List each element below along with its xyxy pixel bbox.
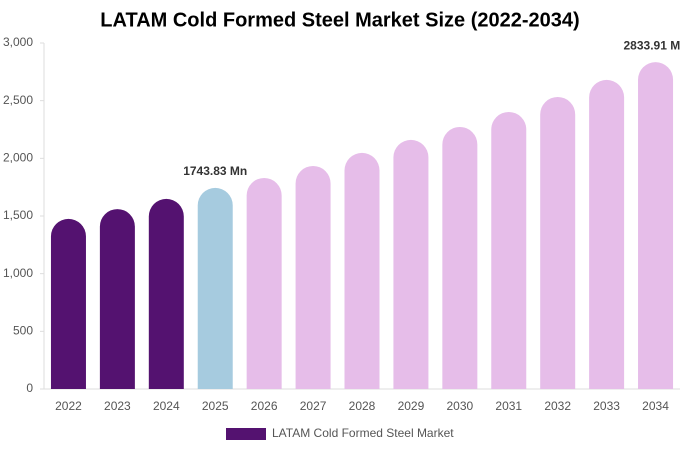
x-tick-label: 2030 — [446, 399, 473, 413]
legend-swatch — [226, 428, 266, 440]
bar — [589, 79, 625, 389]
y-tick-label: 2,500 — [3, 93, 33, 107]
y-tick-label: 2,000 — [3, 151, 33, 165]
bar — [393, 139, 429, 389]
y-tick-label: 0 — [26, 381, 33, 395]
bar — [491, 111, 527, 389]
legend-label: LATAM Cold Formed Steel Market — [272, 426, 454, 440]
x-tick-label: 2029 — [398, 399, 425, 413]
data-label: 1743.83 Mn — [183, 164, 247, 178]
bar — [442, 126, 478, 389]
bar — [50, 218, 86, 389]
x-tick-label: 2023 — [104, 399, 131, 413]
x-tick-label: 2027 — [300, 399, 327, 413]
bar — [295, 165, 331, 389]
bar — [197, 187, 233, 389]
bar — [344, 152, 380, 389]
bar — [246, 177, 282, 389]
x-tick-label: 2033 — [593, 399, 620, 413]
x-tick-label: 2024 — [153, 399, 180, 413]
x-tick-label: 2026 — [251, 399, 278, 413]
x-tick-label: 2031 — [495, 399, 522, 413]
bar — [638, 62, 674, 389]
x-tick-label: 2025 — [202, 399, 229, 413]
y-tick-label: 1,000 — [3, 266, 33, 280]
x-tick-label: 2034 — [642, 399, 669, 413]
bar — [99, 209, 135, 389]
x-tick-label: 2028 — [349, 399, 376, 413]
chart-title: LATAM Cold Formed Steel Market Size (202… — [100, 9, 579, 31]
x-tick-label: 2022 — [55, 399, 82, 413]
bar — [148, 198, 184, 389]
x-tick-label: 2032 — [544, 399, 571, 413]
y-tick-label: 3,000 — [3, 35, 33, 49]
y-tick-label: 500 — [13, 324, 33, 338]
y-tick-label: 1,500 — [3, 208, 33, 222]
bar — [540, 96, 576, 389]
data-label: 2833.91 Mn — [624, 38, 680, 52]
